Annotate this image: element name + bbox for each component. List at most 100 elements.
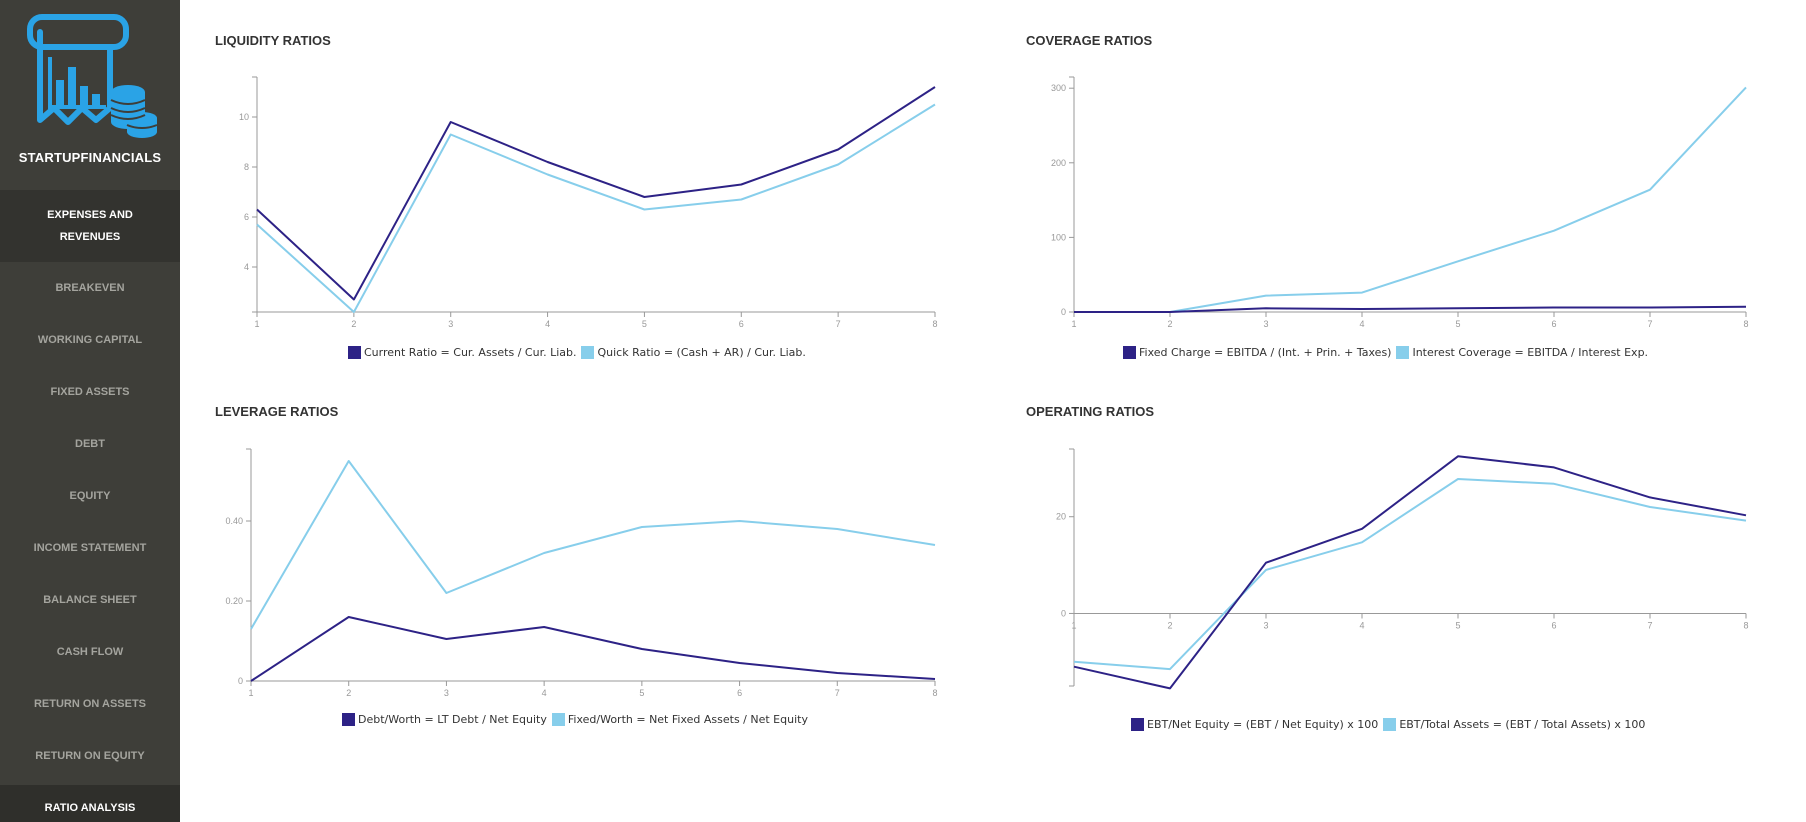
sidebar-item-label: BREAKEVEN <box>55 282 125 294</box>
sidebar-item-income-statement[interactable]: INCOME STATEMENT <box>0 537 180 559</box>
sidebar-item-debt[interactable]: DEBT <box>0 433 180 455</box>
y-tick-label: 6 <box>244 212 249 222</box>
legend-label: Current Ratio = Cur. Assets / Cur. Liab. <box>364 346 577 359</box>
sidebar-item-ratio-analysis[interactable]: RATIO ANALYSIS <box>0 797 180 819</box>
sidebar-item-balance-sheet[interactable]: BALANCE SHEET <box>0 589 180 611</box>
y-tick-label: 0 <box>1061 608 1066 618</box>
logo[interactable] <box>20 12 160 142</box>
x-tick-label: 1 <box>1071 620 1076 630</box>
sidebar-item-label: DEBT <box>75 438 105 450</box>
x-tick-label: 8 <box>1743 319 1748 329</box>
legend-label: Interest Coverage = EBITDA / Interest Ex… <box>1412 346 1649 359</box>
legend-label: Debt/Worth = LT Debt / Net Equity <box>358 713 547 726</box>
y-tick-label: 10 <box>239 112 249 122</box>
chart-title-liquidity: LIQUIDITY RATIOS <box>215 33 331 48</box>
y-tick-label: 300 <box>1051 83 1066 93</box>
legend-item-ebt-net-equity[interactable]: EBT/Net Equity = (EBT / Net Equity) x 10… <box>1131 718 1378 731</box>
series-line-2 <box>256 103 936 313</box>
sidebar-item-label: CASH FLOW <box>56 646 124 658</box>
legend-item-debt-worth[interactable]: Debt/Worth = LT Debt / Net Equity <box>342 713 547 726</box>
legend-coverage: Fixed Charge = EBITDA / (Int. + Prin. + … <box>1123 346 1653 359</box>
legend-swatch <box>581 346 595 359</box>
sidebar-item-return-on-assets[interactable]: RETURN ON ASSETS <box>0 693 180 715</box>
x-tick-label: 5 <box>1455 620 1460 630</box>
x-tick-label: 2 <box>1167 620 1172 630</box>
x-tick-label: 3 <box>1263 620 1268 630</box>
legend-item-current-ratio[interactable]: Current Ratio = Cur. Assets / Cur. Liab. <box>348 346 576 359</box>
sidebar-item-label: RETURN ON ASSETS <box>33 698 147 710</box>
legend-label: EBT/Net Equity = (EBT / Net Equity) x 10… <box>1147 718 1379 731</box>
x-tick-label: 8 <box>1743 620 1748 630</box>
x-tick-label: 5 <box>639 688 644 698</box>
sidebar-item-label: WORKING CAPITAL <box>37 334 143 346</box>
series-line-2 <box>1073 478 1747 671</box>
legend-label: EBT/Total Assets = (EBT / Total Assets) … <box>1399 718 1646 731</box>
legend-item-interest-coverage[interactable]: Interest Coverage = EBITDA / Interest Ex… <box>1396 346 1648 359</box>
active-nav-background <box>0 785 180 822</box>
y-tick-label: 200 <box>1051 158 1066 168</box>
legend-label: Fixed Charge = EBITDA / (Int. + Prin. + … <box>1139 346 1392 359</box>
legend-swatch <box>551 713 565 726</box>
legend-swatch <box>348 346 361 359</box>
chart-title-leverage: LEVERAGE RATIOS <box>215 404 339 419</box>
x-tick-label: 2 <box>346 688 351 698</box>
x-tick-label: 4 <box>542 688 547 698</box>
legend-item-fixed-charge[interactable]: Fixed Charge = EBITDA / (Int. + Prin. + … <box>1123 346 1391 359</box>
sidebar-item-label: INCOME STATEMENT <box>33 542 147 554</box>
series-line-2 <box>1074 86 1747 313</box>
logo-icon <box>27 14 158 138</box>
sidebar-item-equity[interactable]: EQUITY <box>0 485 180 507</box>
legend-item-quick-ratio[interactable]: Quick Ratio = (Cash + AR) / Cur. Liab. <box>581 346 806 359</box>
sidebar-item-label: RATIO ANALYSIS <box>44 802 136 814</box>
sidebar-item-working-capital[interactable]: WORKING CAPITAL <box>0 329 180 351</box>
x-tick-label: 7 <box>1647 620 1652 630</box>
y-tick-label: 0.40 <box>225 516 243 526</box>
legend-swatch <box>1131 718 1144 731</box>
sidebar-item-label: EXPENSES AND REVENUES <box>47 209 133 243</box>
sidebar-item-breakeven[interactable]: BREAKEVEN <box>0 277 180 299</box>
y-tick-label: 4 <box>244 262 249 272</box>
sidebar-item-cash-flow[interactable]: CASH FLOW <box>0 641 180 663</box>
sidebar-item-label: FIXED ASSETS <box>50 386 130 398</box>
chart-title-operating: OPERATING RATIOS <box>1026 404 1155 419</box>
x-tick-label: 6 <box>737 688 742 698</box>
x-tick-label: 4 <box>1359 319 1364 329</box>
series-line-1 <box>1074 305 1747 313</box>
x-tick-label: 7 <box>835 688 840 698</box>
x-tick-label: 6 <box>1551 319 1556 329</box>
legend-item-fixed-worth[interactable]: Fixed/Worth = Net Fixed Assets / Net Equ… <box>551 713 808 726</box>
legend-item-ebt-total-assets[interactable]: EBT/Total Assets = (EBT / Total Assets) … <box>1383 718 1645 731</box>
sidebar-item-return-on-equity[interactable]: RETURN ON EQUITY <box>0 745 180 767</box>
x-tick-label: 4 <box>1359 620 1364 630</box>
app-title: STARTUPFINANCIALS <box>18 150 162 165</box>
x-tick-label: 3 <box>448 319 453 329</box>
y-tick-label: 0 <box>238 676 243 686</box>
chart-title-coverage: COVERAGE RATIOS <box>1026 33 1153 48</box>
sidebar-item-expenses-and-revenues[interactable]: EXPENSES AND REVENUES <box>0 190 180 262</box>
sidebar: STARTUPFINANCIALS EXPENSES AND REVENUES … <box>0 0 180 822</box>
series-line-2 <box>250 460 936 630</box>
chart-leverage: 0 0.20 0.40 1 2 3 4 5 6 7 8 <box>225 448 938 698</box>
sidebar-item-label: EQUITY <box>69 490 111 502</box>
x-tick-label: 8 <box>932 319 937 329</box>
sidebar-item-label: RETURN ON EQUITY <box>35 750 145 762</box>
legend-label: Fixed/Worth = Net Fixed Assets / Net Equ… <box>567 713 808 726</box>
chart-operating: 0 20 1 2 3 4 5 6 7 8 <box>1056 448 1749 690</box>
series-line-1 <box>250 616 936 682</box>
legend-operating: EBT/Net Equity = (EBT / Net Equity) x 10… <box>1131 718 1650 731</box>
x-tick-label: 1 <box>254 319 259 329</box>
x-tick-label: 1 <box>1071 319 1076 329</box>
legend-swatch <box>342 713 355 726</box>
legend-swatch <box>1396 346 1410 359</box>
y-tick-label: 20 <box>1056 512 1066 522</box>
y-tick-label: 8 <box>244 162 249 172</box>
series-line-1 <box>1073 455 1747 690</box>
x-tick-label: 5 <box>642 319 647 329</box>
x-tick-label: 2 <box>1167 319 1172 329</box>
series-line-1 <box>256 86 936 301</box>
chart-coverage: 0 100 200 300 1 2 3 4 5 6 7 8 <box>1051 76 1749 329</box>
x-tick-label: 5 <box>1455 319 1460 329</box>
x-tick-label: 3 <box>444 688 449 698</box>
sidebar-item-fixed-assets[interactable]: FIXED ASSETS <box>0 381 180 403</box>
